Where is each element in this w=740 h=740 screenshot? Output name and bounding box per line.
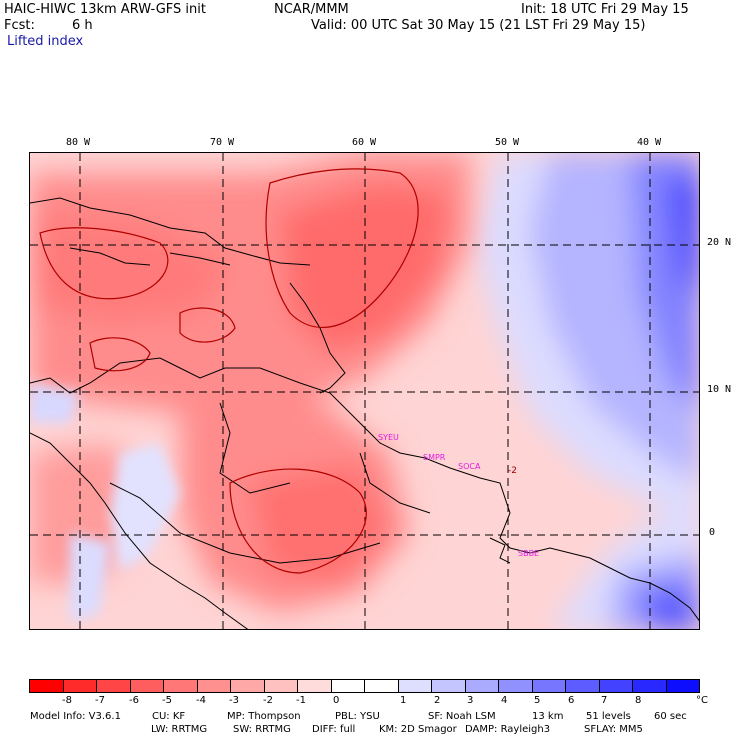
footer-model-info: Model Info: V3.6.1 [30,711,121,722]
colorbar-swatch [97,680,131,692]
colorbar-swatch [164,680,198,692]
colorbar-label: 8 [635,695,642,706]
forecast-hour: 6 h [72,18,93,33]
footer-lw: LW: RRTMG [151,724,208,735]
lifted-index-field [30,153,699,629]
footer-km: KM: 2D Smagor [379,724,457,735]
colorbar-swatch [30,680,64,692]
valid-time: Valid: 00 UTC Sat 30 May 15 (21 LST Fri … [311,18,646,33]
footer-sw: SW: RRTMG [233,724,291,735]
lon-label: 50 W [495,137,520,148]
footer-timestep: 60 sec [654,711,687,722]
lon-label: 40 W [637,137,662,148]
contour-label: -2 [508,466,517,476]
colorbar-label: -4 [196,695,206,706]
organization-label: NCAR/MMM [274,2,349,17]
colorbar-swatch [197,680,231,692]
colorbar-label: 0 [333,695,340,706]
colorbar-swatch [532,680,566,692]
field-name: Lifted index [7,34,84,49]
map-panel[interactable]: SYEU SMPR SOCA SBBE -2 [29,152,700,630]
colorbar-swatch [264,680,298,692]
colorbar-label: -2 [263,695,273,706]
colorbar-swatch [432,680,466,692]
lat-label: 0 [709,527,716,538]
footer-cu: CU: KF [152,711,186,722]
colorbar [29,679,700,693]
lon-label: 60 W [352,137,377,148]
colorbar-swatch [398,680,432,692]
colorbar-label: 1 [400,695,407,706]
colorbar-label: -7 [95,695,105,706]
station-label: SBBE [518,549,540,558]
colorbar-swatch [231,680,265,692]
footer-sf: SF: Noah LSM [428,711,496,722]
init-time: Init: 18 UTC Fri 29 May 15 [521,2,689,17]
lon-label: 80 W [66,137,91,148]
footer-diff: DIFF: full [312,724,356,735]
colorbar-swatch [666,680,699,692]
footer-pbl: PBL: YSU [335,711,380,722]
colorbar-label: -6 [129,695,139,706]
colorbar-label: 5 [534,695,541,706]
colorbar-swatch [298,680,332,692]
colorbar-swatch [63,680,97,692]
colorbar-swatch [130,680,164,692]
lat-label: 20 N [707,237,732,248]
colorbar-label: -3 [229,695,239,706]
colorbar-label: 7 [601,695,608,706]
colorbar-unit: °C [696,695,708,706]
lon-label: 70 W [210,137,235,148]
colorbar-swatch [465,680,499,692]
footer-sflay: SFLAY: MM5 [584,724,643,735]
lat-label: 10 N [707,384,732,395]
forecast-label: Fcst: [4,18,35,33]
colorbar-label: 3 [467,695,474,706]
station-label: SYEU [378,433,399,442]
colorbar-label: 4 [501,695,508,706]
colorbar-label: 6 [568,695,575,706]
colorbar-label: -1 [296,695,306,706]
model-title: HAIC-HIWC 13km ARW-GFS init [4,2,206,17]
colorbar-swatch [365,680,399,692]
colorbar-swatch [499,680,533,692]
footer-mp: MP: Thompson [227,711,301,722]
colorbar-label: -8 [62,695,72,706]
colorbar-swatch [566,680,600,692]
station-label: SMPR [423,453,446,462]
footer-damp: DAMP: Rayleigh3 [465,724,551,735]
colorbar-swatch [633,680,667,692]
station-label: SOCA [458,462,481,471]
colorbar-swatch [331,680,365,692]
colorbar-label: 2 [434,695,441,706]
colorbar-swatch [599,680,633,692]
colorbar-label: -5 [162,695,172,706]
footer-resolution: 13 km [532,711,564,722]
footer-levels: 51 levels [586,711,631,722]
